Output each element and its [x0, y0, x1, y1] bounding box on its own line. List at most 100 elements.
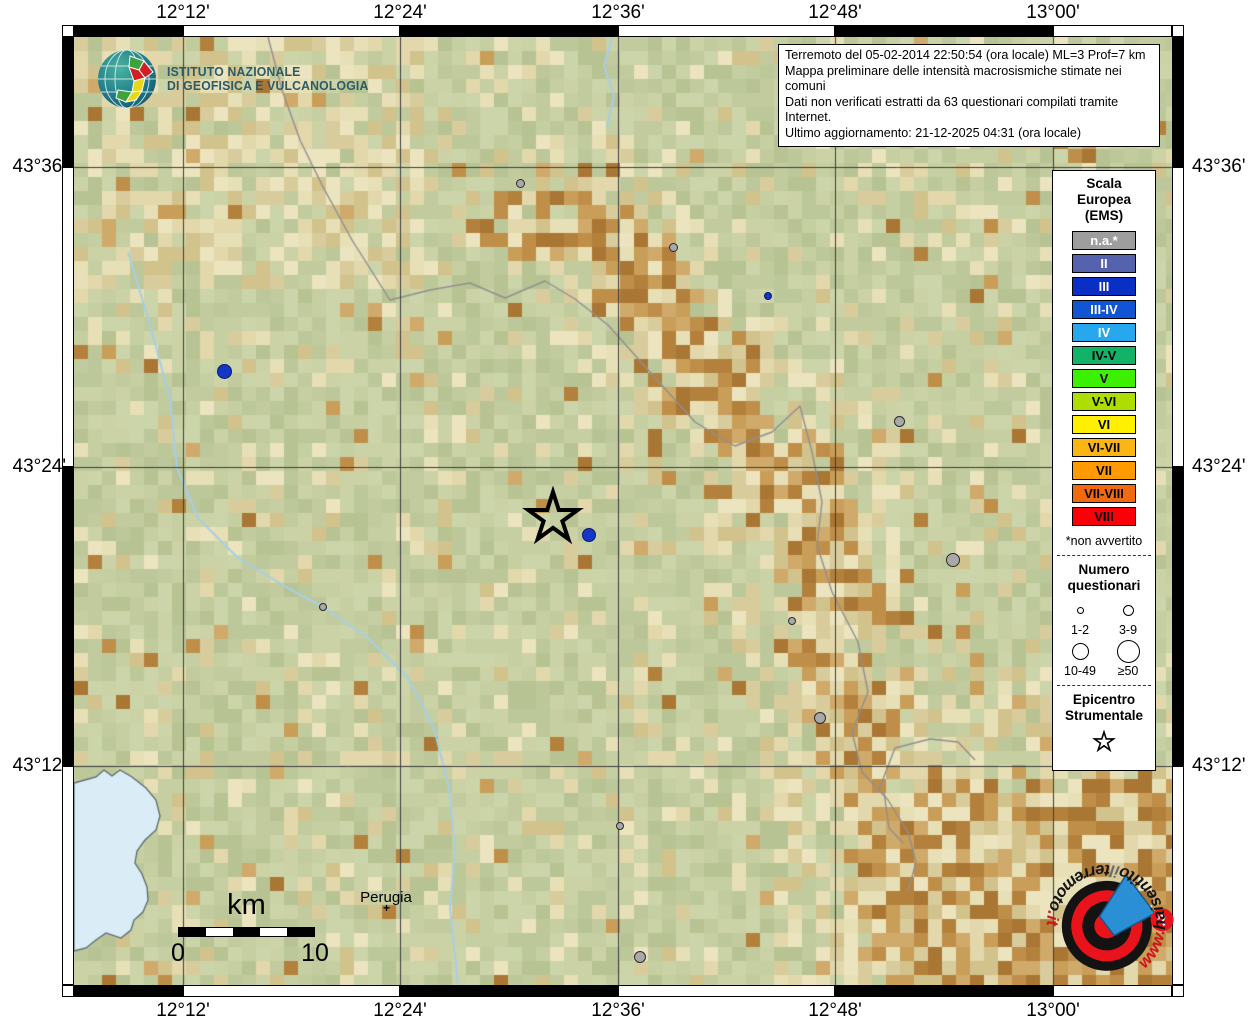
deg-label-bottom: 12°12'	[156, 1000, 210, 1021]
scale-bar-block	[179, 928, 206, 936]
frame-bottom-segment	[183, 985, 400, 997]
ems-scale-swatches: n.a.* II III III-IV IV IV-V V V-VI VI VI-VII VII VI…	[1072, 231, 1136, 526]
deg-label-top: 12°36'	[591, 2, 645, 23]
haisentitoilterremoto-logo: ? www.haisentitoilterremoto.it	[1035, 853, 1181, 975]
deg-label-top: 12°48'	[808, 2, 862, 23]
frame-right-segment	[1172, 37, 1184, 167]
ems-swatch-vivii: VI-VII	[1072, 438, 1136, 457]
epicenter-title-line: Epicentro	[1072, 692, 1136, 707]
deg-label-right: 43°24'	[1192, 456, 1246, 477]
epicenter-title: Epicentro Strumentale	[1065, 692, 1143, 724]
questionnaire-title-line: questionari	[1067, 578, 1141, 593]
info-line-map: Mappa preliminare delle intensità macros…	[785, 63, 1122, 94]
questionnaire-title-line: Numero	[1078, 562, 1130, 577]
intensity-dot-not-felt	[668, 242, 678, 252]
city-label-perugia: Perugia	[360, 889, 412, 906]
frame-left-segment	[62, 167, 74, 467]
logo-question-badge	[1150, 908, 1174, 932]
frame-bottom-segment	[74, 985, 183, 997]
size-circle-wrap	[1122, 598, 1134, 622]
intensity-dot-not-felt	[814, 712, 826, 724]
epicenter-star-icon	[1092, 729, 1116, 753]
legend-title-line: Scala	[1086, 176, 1122, 191]
deg-label-bottom: 13°00'	[1026, 1000, 1080, 1021]
intensity-dot-not-felt	[893, 415, 905, 427]
ingv-logo-line1: ISTITUTO NAZIONALE	[167, 63, 301, 79]
questionnaire-count-circle	[1122, 604, 1134, 616]
legend-title-line: Europea	[1076, 192, 1131, 207]
intensity-dot-not-felt	[515, 178, 525, 188]
legend-footnote: *non avvertito	[1065, 534, 1143, 548]
ems-swatch-ii: II	[1072, 254, 1136, 273]
frame-left-segment	[62, 467, 74, 766]
size-circle-wrap	[1116, 639, 1140, 663]
size-key-label: 10-49	[1064, 664, 1096, 678]
ems-swatch-vi: VI	[1072, 415, 1136, 434]
size-key-12: 1-2	[1057, 598, 1103, 637]
frame-corner	[62, 985, 74, 997]
deg-label-bottom: 12°48'	[808, 1000, 862, 1021]
legend-title: Scala Europea (EMS)	[1077, 176, 1131, 224]
earthquake-info-box: Terremoto del 05-02-2014 22:50:54 (ora l…	[778, 44, 1160, 147]
epicenter-star-marker	[522, 486, 584, 545]
ems-swatch-viii: VIII	[1072, 507, 1136, 526]
map-canvas	[74, 37, 1172, 985]
questionnaire-count-circle	[1076, 606, 1084, 614]
info-line-data: Dati non verificati estratti da 63 quest…	[785, 94, 1119, 125]
size-key-39: 3-9	[1105, 598, 1151, 637]
questionnaire-size-key: 1-2 3-9 10-49 ≥50	[1057, 598, 1151, 678]
ingv-logo-line2: DI GEOFISICA E VULCANOLOGIA	[167, 78, 369, 93]
ems-swatch-vii: VII	[1072, 461, 1136, 480]
scale-bar-segments	[178, 927, 315, 937]
deg-label-left: 43°12'	[12, 755, 67, 776]
frame-top-segment	[618, 25, 835, 37]
ems-swatch-iii: III	[1072, 277, 1136, 296]
frame-bottom-segment	[618, 985, 835, 997]
deg-label-top: 12°12'	[156, 2, 210, 23]
info-line-update: Ultimo aggiornamento: 21-12-2025 04:31 (…	[785, 125, 1082, 140]
frame-top-segment	[74, 25, 183, 37]
ingv-logo: ISTITUTO NAZIONALE DI GEOFISICA E VULCAN…	[96, 48, 381, 110]
ems-swatch-ivv: IV-V	[1072, 346, 1136, 365]
ems-swatch-iv: IV	[1072, 323, 1136, 342]
frame-left-segment	[62, 766, 74, 985]
scale-bar: km 0 10	[171, 889, 329, 967]
frame-top-segment	[400, 25, 618, 37]
ingv-globe-icon	[98, 49, 156, 109]
intensity-dot-not-felt	[946, 553, 960, 567]
size-key-1049: 10-49	[1057, 639, 1103, 678]
questionnaire-count-circle	[1116, 639, 1140, 663]
frame-corner	[1172, 985, 1184, 997]
size-circle-wrap	[1076, 598, 1084, 622]
scale-bar-unit: km	[227, 889, 266, 921]
scale-bar-block	[260, 928, 287, 936]
frame-right-segment	[1172, 467, 1184, 766]
scale-bar-end: 10	[301, 939, 329, 967]
frame-top-segment	[1053, 25, 1172, 37]
frame-corner	[1172, 25, 1184, 37]
scale-bar-block	[206, 928, 233, 936]
frame-bottom-segment	[1053, 985, 1172, 997]
deg-label-top: 12°24'	[373, 2, 427, 23]
ems-swatch-viiviii: VII-VIII	[1072, 484, 1136, 503]
deg-label-right: 43°12'	[1192, 755, 1246, 776]
size-key-50: ≥50	[1105, 639, 1151, 678]
legend-separator	[1057, 685, 1151, 686]
legend-panel: Scala Europea (EMS) n.a.* II III III-IV IV IV…	[1052, 170, 1156, 771]
questionnaire-title: Numero questionari	[1068, 562, 1141, 594]
scale-bar-block	[233, 928, 260, 936]
frame-right-segment	[1172, 167, 1184, 467]
intensity-dot-III	[764, 292, 772, 300]
frame-bottom-segment	[400, 985, 618, 997]
legend-separator	[1057, 555, 1151, 556]
frame-top-segment	[835, 25, 1053, 37]
ems-swatch-v: V	[1072, 369, 1136, 388]
intensity-dot-not-felt	[634, 951, 646, 963]
frame-right-segment	[1172, 766, 1184, 985]
epicenter-title-line: Strumentale	[1064, 708, 1144, 723]
frame-top-segment	[183, 25, 400, 37]
deg-label-right: 43°36'	[1192, 156, 1246, 177]
info-line-event: Terremoto del 05-02-2014 22:50:54 (ora l…	[785, 48, 1146, 62]
deg-label-left: 43°24'	[12, 456, 67, 477]
